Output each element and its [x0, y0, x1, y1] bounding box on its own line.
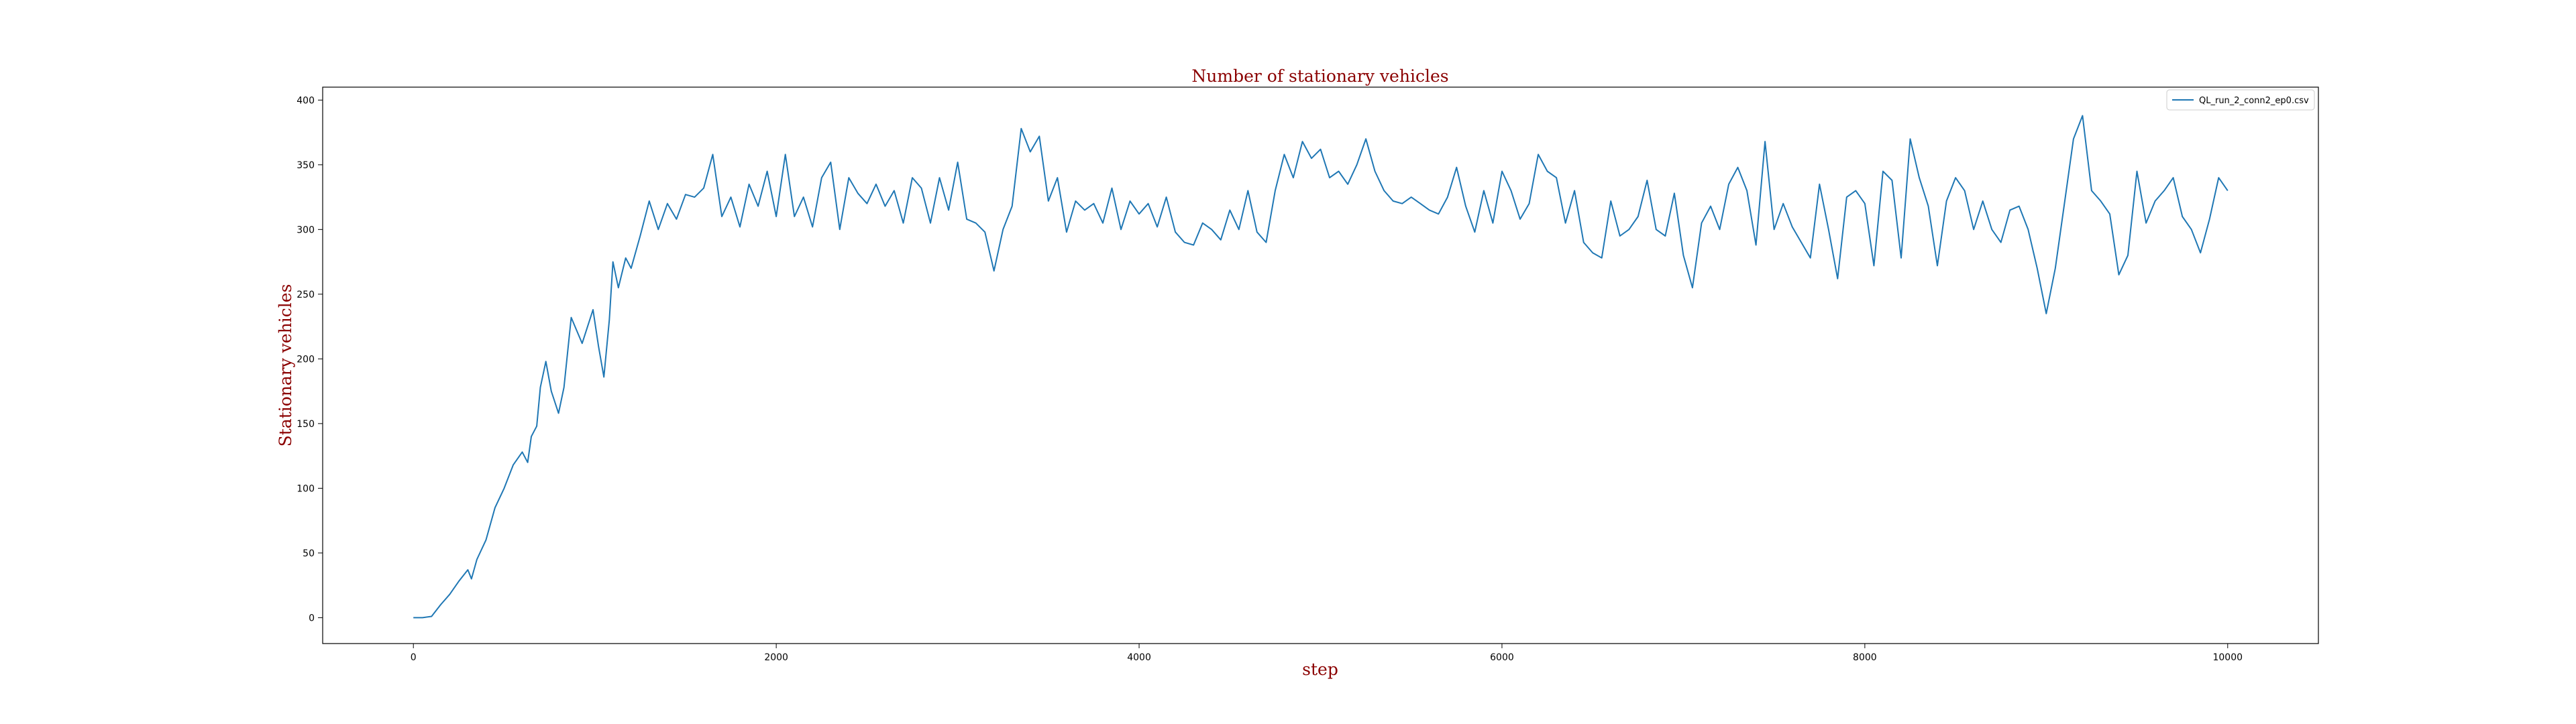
y-axis-label: Stationary vehicles [276, 284, 295, 447]
x-tick-label: 8000 [1853, 652, 1877, 663]
y-tick-label: 200 [297, 354, 315, 365]
x-tick-label: 10000 [2212, 652, 2243, 663]
x-tick-label: 4000 [1127, 652, 1151, 663]
x-tick-label: 6000 [1490, 652, 1514, 663]
x-tick-label: 2000 [764, 652, 788, 663]
series-layer [413, 115, 2229, 619]
y-tick-label: 350 [297, 160, 315, 171]
y-tick-label: 300 [297, 225, 315, 235]
legend-label: QL_run_2_conn2_ep0.csv [2199, 96, 2309, 106]
x-axis-label: step [1302, 660, 1338, 679]
x-tick-label: 0 [411, 652, 417, 663]
y-tick-label: 250 [297, 290, 315, 300]
chart-title: Number of stationary vehicles [1191, 66, 1448, 86]
plot-area-frame [322, 86, 2319, 644]
y-axis: 0 50 100 150 200 250 300 350 400 [297, 95, 323, 623]
y-tick-label: 50 [303, 548, 315, 559]
y-tick-label: 0 [309, 613, 315, 623]
legend: QL_run_2_conn2_ep0.csv [2166, 89, 2315, 111]
y-tick-label: 100 [297, 483, 315, 494]
y-tick-label: 400 [297, 95, 315, 106]
x-axis: 0 2000 4000 6000 8000 10000 [411, 644, 2243, 663]
series-line-0 [413, 115, 2229, 619]
legend-box [2166, 89, 2315, 111]
y-tick-label: 150 [297, 419, 315, 430]
